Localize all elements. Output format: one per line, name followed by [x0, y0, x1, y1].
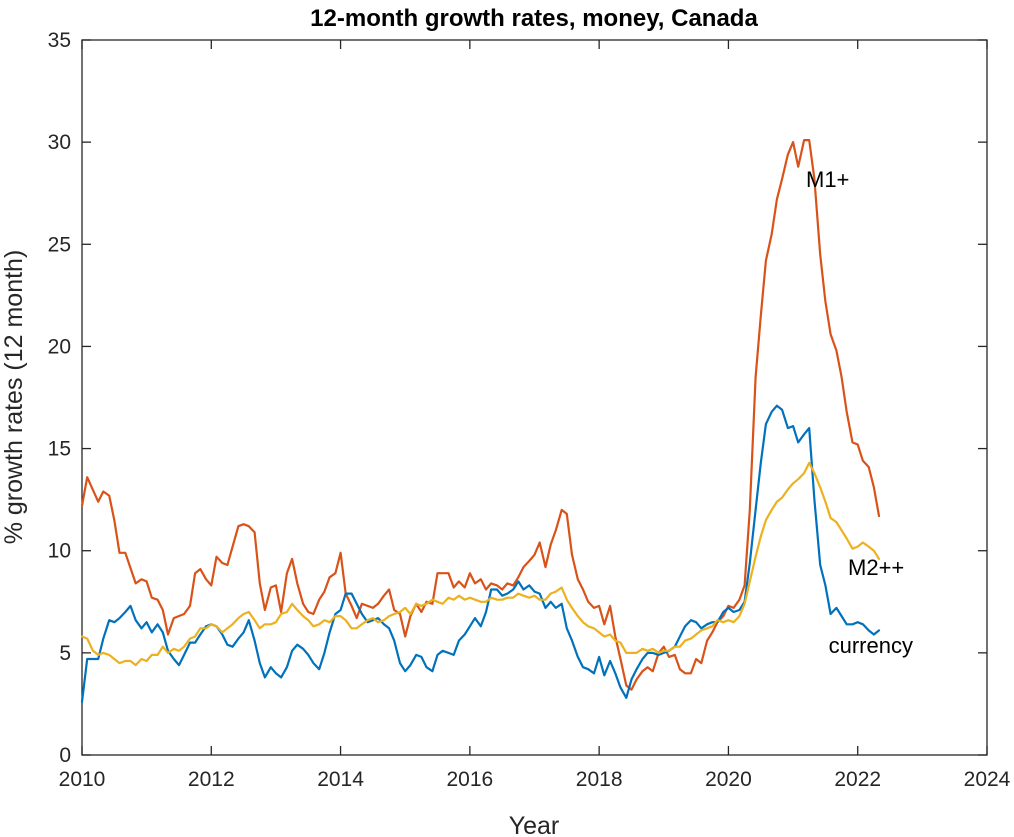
series-line-m2plusplus: [80, 461, 881, 667]
y-tick-label: 15: [48, 438, 71, 461]
x-tick-label: 2016: [446, 768, 493, 791]
series-label-m2plusplus: M2++: [848, 555, 904, 580]
axes-box: [81, 39, 988, 756]
y-tick-label: 25: [48, 233, 71, 256]
series-label-currency: currency: [829, 633, 913, 658]
series-lines: [80, 139, 881, 703]
y-axis-label: % growth rates (12 month): [0, 250, 28, 545]
x-tick-label: 2012: [188, 768, 235, 791]
x-tick-label: 2020: [705, 768, 752, 791]
series-line-currency: [80, 404, 881, 703]
x-tick-label: 2014: [317, 768, 364, 791]
y-tick-label: 5: [59, 642, 71, 665]
series-label-m1plus: M1+: [806, 167, 849, 192]
y-tick-label: 30: [48, 131, 71, 154]
x-tick-label: 2010: [59, 768, 106, 791]
x-tick-label: 2024: [964, 768, 1011, 791]
chart-title: 12-month growth rates, money, Canada: [310, 5, 758, 32]
x-axis: 2010 2012 2014 2016 2018 2020 2022 2024: [59, 40, 1011, 791]
y-tick-label: 0: [59, 744, 71, 767]
x-tick-label: 2018: [576, 768, 623, 791]
y-axis: 0 5 10 15 20 25 30 35: [48, 29, 987, 767]
x-axis-label: Year: [509, 812, 560, 837]
y-tick-label: 10: [48, 540, 71, 563]
series-labels: M1+ currency M2++: [806, 167, 913, 658]
x-tick-label: 2022: [834, 768, 881, 791]
plot-area: [81, 39, 988, 756]
y-tick-label: 20: [48, 335, 71, 358]
series-line-m1plus: [80, 139, 881, 691]
y-tick-label: 35: [48, 29, 71, 52]
